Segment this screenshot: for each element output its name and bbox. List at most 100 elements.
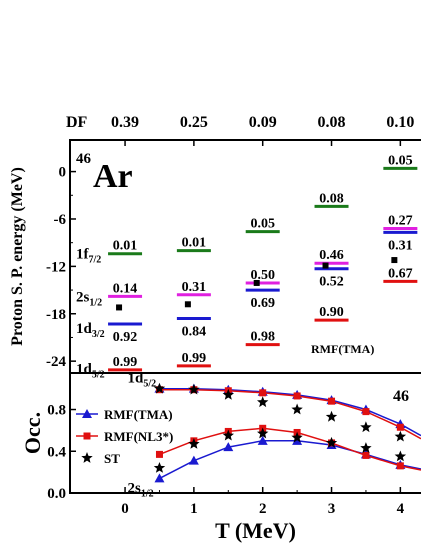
data-point <box>292 435 303 445</box>
occupancy-tick-label: 0.0 <box>47 486 66 502</box>
legend-label: RMF(TMA) <box>104 407 173 422</box>
data-point <box>188 383 200 395</box>
df-value: 0.10 <box>386 114 414 131</box>
data-point <box>188 455 199 465</box>
legend-entry: RMF(NL3*) <box>76 429 173 444</box>
df-value: 0.08 <box>318 114 346 131</box>
temperature-tick-label: 3 <box>328 501 336 517</box>
nucleus-mass-number: 46 <box>76 151 92 167</box>
energy-level-panel: 0 -6 -12 -18 -24 DF 0.39 0.25 0.09 0.08 0.10 Pro… <box>9 114 421 380</box>
data-point <box>396 462 404 470</box>
data-point <box>362 408 370 416</box>
temperature-axis-ticks: 0 1 2 3 4 <box>121 487 405 517</box>
data-point <box>325 410 338 422</box>
data-point <box>153 382 166 394</box>
temperature-tick-label: 1 <box>190 501 198 517</box>
data-point <box>291 403 303 415</box>
curve-label: 2s1/2 <box>127 480 153 499</box>
occupancy-value: 0.31 <box>388 238 413 253</box>
occupancy-value: 0.98 <box>250 330 275 345</box>
occupancy-value: 0.27 <box>388 213 413 228</box>
df-axis-label: DF <box>66 114 88 131</box>
occupancy-value: 0.90 <box>319 305 344 320</box>
occupancy-value: 0.05 <box>250 217 275 232</box>
data-point <box>188 438 200 449</box>
occupancy-value: 0.69 <box>250 296 275 311</box>
legend-label: RMF(NL3*) <box>104 429 173 444</box>
legend-label: ST <box>104 451 120 466</box>
legend: RMF(TMA) RMF(NL3*) ST <box>76 407 173 466</box>
occupancy-value: 0.84 <box>182 325 207 340</box>
fermi-marker <box>322 262 329 269</box>
series-rmf-tma- <box>154 383 421 483</box>
df-values: 0.39 0.25 0.09 0.08 0.10 <box>111 114 414 131</box>
model-label: RMF(TMA) <box>311 342 374 356</box>
data-point <box>257 427 269 439</box>
data-point <box>153 462 166 473</box>
occupancy-panel: 0.0 0.4 0.8 0 1 2 3 4 Occ. T (MeV) 46 1d5/2 2s1… <box>20 371 421 543</box>
nucleus-symbol: Ar <box>93 158 133 195</box>
energy-axis-label: Proton S. P. energy (MeV) <box>9 167 26 346</box>
data-point <box>291 431 303 443</box>
occupancy-value: 0.99 <box>113 355 138 370</box>
data-point <box>82 409 92 418</box>
energy-tick-label: -6 <box>54 212 67 228</box>
orbital-label: 1f7/2 <box>76 247 101 266</box>
temperature-tick-label: 0 <box>121 501 129 517</box>
data-point <box>222 429 234 441</box>
energy-tick-label: -24 <box>46 354 66 370</box>
orbital-label: 1d3/2 <box>76 321 105 340</box>
series-st <box>153 382 407 473</box>
data-point <box>325 436 338 448</box>
curve-label: 1d5/2 <box>127 371 156 390</box>
orbital-labels: 1f7/2 2s1/2 1d3/2 1d5/2 <box>76 247 105 381</box>
data-point <box>293 392 301 400</box>
energy-tick-label: -18 <box>46 307 66 323</box>
energy-top-ticks <box>124 140 402 146</box>
occupancy-panel-frame <box>69 372 421 494</box>
df-value: 0.25 <box>180 114 208 131</box>
orbital-label: 1d5/2 <box>76 361 105 380</box>
fermi-markers <box>116 257 398 311</box>
occupancy-value: 0.05 <box>388 153 413 168</box>
series-line <box>159 427 421 471</box>
data-point <box>83 432 91 440</box>
occupancy-nucleus-mass: 46 <box>393 388 409 405</box>
occupancy-tick-label: 0.4 <box>47 444 66 460</box>
occupancy-value: 0.67 <box>388 266 413 281</box>
occupancy-value: 0.14 <box>113 281 138 296</box>
occupancy-axis-ticks: 0.0 0.4 0.8 <box>47 403 76 502</box>
occupancy-value: 0.08 <box>319 191 344 206</box>
data-point <box>394 430 407 442</box>
data-point <box>155 450 163 458</box>
temperature-axis-label: T (MeV) <box>215 518 296 543</box>
data-point <box>259 389 267 397</box>
fermi-marker <box>116 304 123 311</box>
series <box>153 382 421 483</box>
fermi-marker <box>253 279 260 286</box>
df-value: 0.09 <box>249 114 277 131</box>
data-point <box>222 388 234 400</box>
orbital-label: 2s1/2 <box>76 289 102 308</box>
data-point <box>360 442 372 453</box>
occupancy-axis-label: Occ. <box>20 412 45 454</box>
occupancy-value: 0.52 <box>319 275 344 290</box>
occupancy-tick-label: 0.8 <box>47 403 66 419</box>
occupancy-value: 0.50 <box>250 268 275 283</box>
data-point <box>257 435 268 445</box>
data-point <box>81 452 93 463</box>
energy-tick-label: -12 <box>46 259 66 275</box>
temperature-tick-label: 2 <box>259 501 267 517</box>
fermi-marker <box>184 301 191 308</box>
curve-labels: 1d5/2 2s1/2 <box>127 371 156 500</box>
occupancy-value: 0.01 <box>113 239 138 254</box>
energy-axis-ticks: 0 -6 -12 -18 -24 <box>46 165 76 370</box>
data-point <box>328 397 336 405</box>
occupancy-value: 0.46 <box>319 248 344 263</box>
fermi-marker <box>391 257 398 264</box>
data-point <box>362 451 370 459</box>
data-point <box>394 450 407 462</box>
legend-entry: RMF(TMA) <box>76 407 173 422</box>
occupancy-value: 0.01 <box>182 236 207 251</box>
